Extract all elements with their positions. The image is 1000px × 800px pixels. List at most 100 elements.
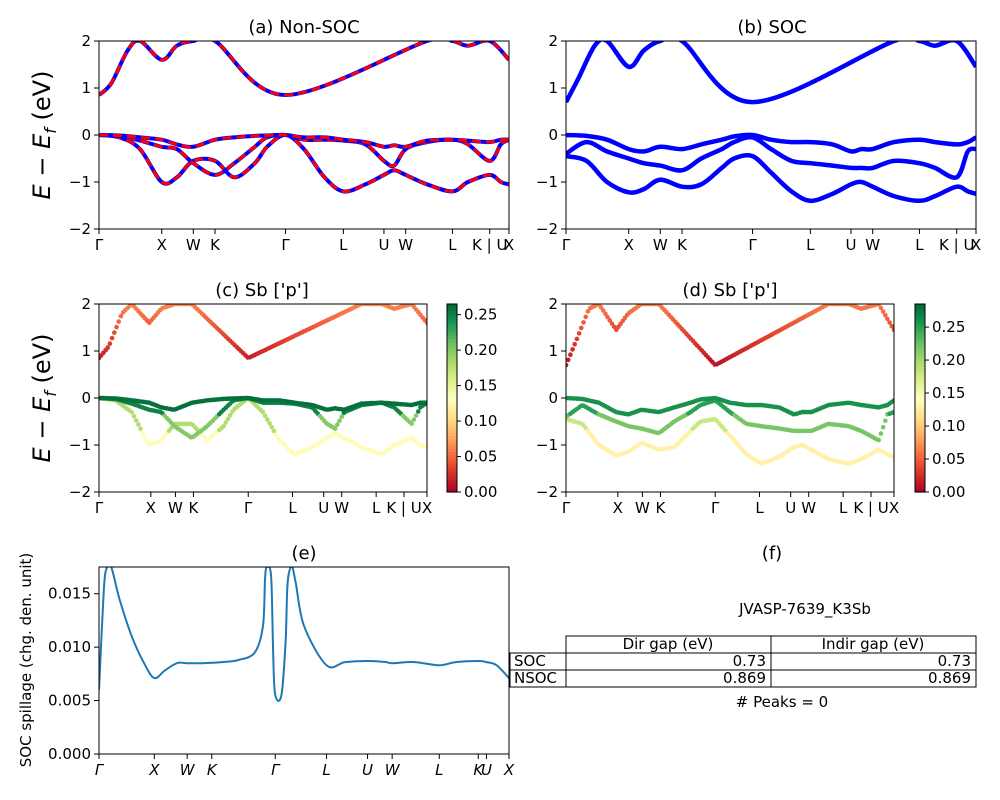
xtick-label-a: X (157, 236, 167, 254)
proj-point-c (424, 400, 427, 405)
colorbar-segment-d (915, 407, 925, 412)
proj-point-d (566, 357, 571, 363)
colorbar-segment-c (447, 379, 457, 383)
colorbar-segment-d (915, 332, 925, 336)
proj-point-c (411, 417, 417, 422)
colorbar-segment-d (915, 448, 925, 452)
colorbar-segment-c (447, 341, 457, 346)
proj-point-c (116, 319, 121, 324)
colorbar-tick-label-d: 0.20 (932, 351, 965, 369)
ytick-label-b: 1 (548, 79, 558, 97)
proj-point-d (891, 409, 894, 415)
colorbar-segment-c (447, 410, 457, 415)
colorbar-segment-c (447, 460, 457, 465)
xtick-label-b: K (677, 236, 688, 254)
xtick-label-c: W (334, 499, 349, 517)
table-header-dir: Dir gap (eV) (623, 635, 714, 653)
proj-point-d (880, 424, 886, 430)
xtick-label-e: X (148, 761, 160, 779)
colorbar-segment-d (915, 404, 925, 408)
xtick-label-a: Γ (95, 236, 104, 254)
proj-point-c (227, 412, 233, 418)
colorbar-segment-d (915, 304, 925, 308)
colorbar-segment-d (915, 398, 925, 402)
proj-point-d (585, 309, 591, 314)
ytick-label-c: 0 (81, 389, 91, 407)
table-cell-soc-dir: 0.73 (733, 652, 766, 670)
xtick-label-b: U (845, 236, 856, 254)
xtick-label-b: K | U (939, 236, 974, 254)
proj-point-d (568, 352, 573, 358)
panel-d-title: (d) Sb ['p'] (682, 280, 777, 301)
colorbar-segment-d (915, 319, 925, 324)
xtick-label-c: X (422, 499, 432, 517)
ytick-label-a: 2 (81, 32, 91, 50)
colorbar-segment-c (447, 363, 457, 368)
colorbar-segment-d (915, 313, 925, 318)
xtick-label-a: Γ (281, 236, 290, 254)
ytick-label-e: 0.010 (48, 638, 91, 656)
proj-point-d (581, 320, 586, 325)
xtick-label-d: K (656, 499, 667, 517)
colorbar-segment-c (447, 485, 457, 490)
band-line-b-0 (566, 152, 976, 204)
xtick-label-b: W (653, 236, 668, 254)
colorbar-tick-label-c: 0.20 (464, 341, 497, 359)
proj-point-c (142, 434, 148, 440)
colorbar-segment-c (447, 423, 457, 427)
colorbar-segment-d (915, 488, 925, 493)
proj-point-d (891, 327, 894, 333)
ytick-label-d: 2 (548, 295, 558, 313)
proj-point-c (144, 438, 150, 444)
xtick-label-c: K (189, 499, 200, 517)
plot-area-e (99, 567, 509, 702)
xtick-label-d: Γ (562, 499, 571, 517)
xtick-label-b: L (915, 236, 924, 254)
ytick-label-e: 0.005 (48, 692, 91, 710)
ytick-label-d: −1 (536, 436, 558, 454)
xtick-label-e: W (180, 761, 196, 779)
peaks-label: # Peaks = 0 (736, 693, 828, 711)
proj-point-d (891, 398, 894, 403)
xtick-label-b: W (865, 236, 880, 254)
colorbar-segment-d (915, 382, 925, 387)
band-line-b-3 (566, 41, 976, 105)
plot-area-d (566, 304, 894, 466)
colorbar-segment-c (447, 310, 457, 314)
xtick-label-c: U (318, 499, 329, 517)
proj-point-d (891, 454, 894, 460)
xtick-label-d: X (889, 499, 899, 517)
colorbar-segment-d (915, 379, 925, 383)
xtick-label-a: W (186, 236, 201, 254)
proj-point-d (572, 341, 577, 347)
xtick-label-c: Γ (244, 499, 253, 517)
xtick-label-e: L (322, 761, 330, 779)
colorbar-segment-c (447, 391, 457, 396)
proj-point-c (416, 409, 421, 414)
colorbar-segment-c (447, 429, 457, 434)
colorbar-segment-d (915, 363, 925, 368)
colorbar-segment-c (447, 322, 457, 327)
proj-point-d (600, 308, 606, 313)
colorbar-segment-c (447, 313, 457, 318)
colorbar-segment-d (915, 470, 925, 474)
colorbar-segment-c (447, 466, 457, 471)
colorbar-segment-c (447, 394, 457, 399)
plot-area-b (566, 41, 976, 204)
colorbar-segment-c (447, 360, 457, 365)
colorbar-segment-c (447, 369, 457, 374)
proj-point-c (269, 424, 275, 430)
colorbar-segment-c (447, 463, 457, 468)
colorbar-segment-d (915, 354, 925, 358)
colorbar-segment-d (915, 366, 925, 371)
colorbar-tick-label-d: 0.15 (932, 384, 965, 402)
proj-point-c (129, 409, 135, 415)
colorbar-segment-c (447, 451, 457, 455)
band-line-a-nsoc-0 (99, 133, 509, 194)
ytick-label-a: 1 (81, 79, 91, 97)
proj-point-c (225, 416, 231, 422)
xtick-label-d: W (635, 499, 650, 517)
proj-point-c (114, 324, 119, 330)
colorbar-frame-c (446, 303, 458, 493)
colorbar-segment-d (915, 410, 925, 415)
